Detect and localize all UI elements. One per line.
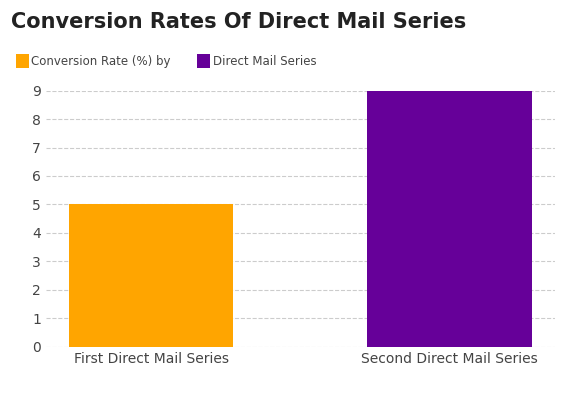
- Bar: [69, 204, 233, 347]
- Text: Conversion Rates Of Direct Mail Series: Conversion Rates Of Direct Mail Series: [11, 12, 467, 32]
- Text: Direct Mail Series: Direct Mail Series: [213, 55, 317, 67]
- Text: Conversion Rate (%) by: Conversion Rate (%) by: [31, 55, 171, 67]
- Text: X: X: [200, 57, 207, 65]
- Text: Y: Y: [19, 57, 26, 65]
- Bar: [367, 91, 532, 347]
